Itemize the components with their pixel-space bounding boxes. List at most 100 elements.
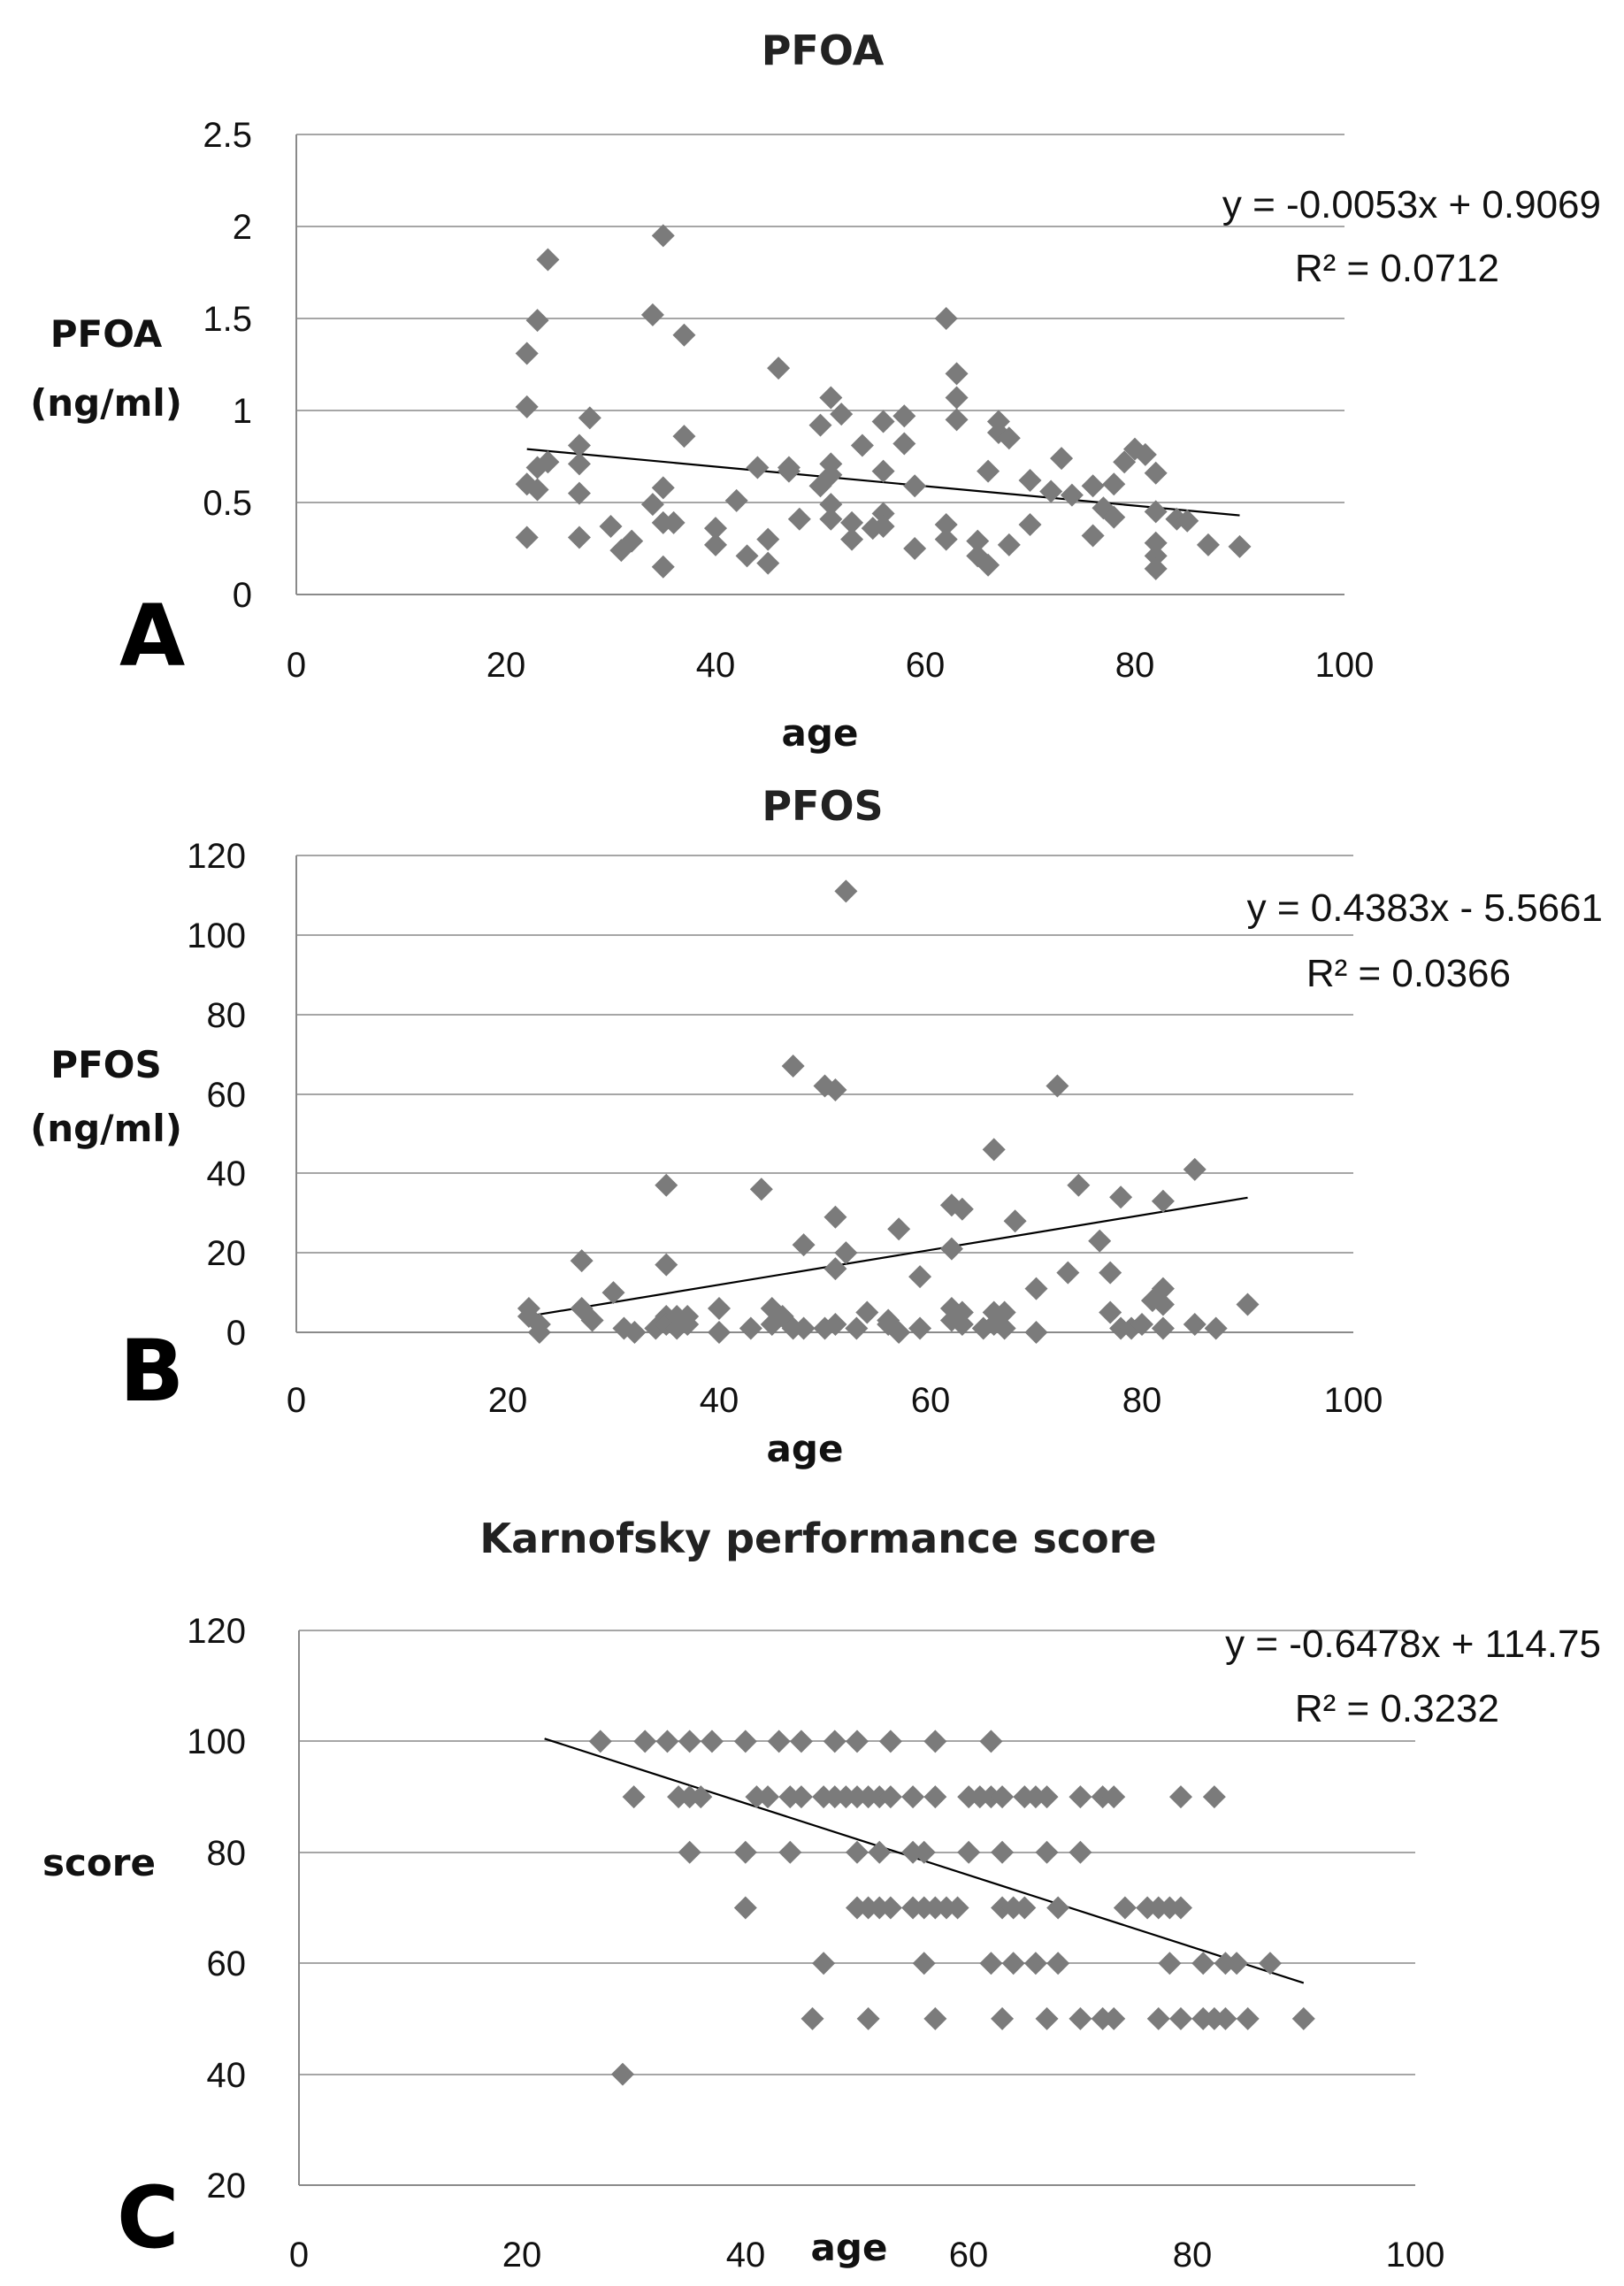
data-point <box>777 459 801 483</box>
data-point <box>525 478 549 502</box>
x-tick-label: 80 <box>1122 1381 1162 1420</box>
y-tick-label: 100 <box>187 917 246 955</box>
data-point <box>1176 509 1199 533</box>
data-point <box>678 1730 701 1753</box>
gridlines <box>296 134 1344 503</box>
r-squared-label: R² = 0.0366 <box>1306 952 1511 995</box>
data-point <box>923 1785 947 1809</box>
data-point <box>735 544 759 568</box>
data-point <box>991 1785 1015 1809</box>
chart-panel-b: PFOS 0 20 40 60 80 100 120 0 20 40 60 80… <box>30 782 1603 1470</box>
data-points <box>515 224 1252 580</box>
x-tick-label: 20 <box>502 2236 542 2274</box>
data-point <box>945 408 969 432</box>
data-point <box>1236 1293 1260 1316</box>
data-point <box>912 1952 936 1975</box>
data-point <box>704 533 727 556</box>
data-point <box>1035 1785 1059 1809</box>
data-point <box>1151 1316 1175 1340</box>
data-point <box>678 1840 701 1864</box>
data-point <box>903 474 927 498</box>
data-point <box>672 425 696 449</box>
data-point <box>1144 531 1168 555</box>
data-point <box>823 1313 847 1337</box>
y-tick-label: 2 <box>233 208 252 247</box>
data-point <box>901 1785 925 1809</box>
data-point <box>1258 1952 1282 1975</box>
data-point <box>934 512 958 536</box>
y-tick-label: 60 <box>207 1076 247 1115</box>
data-point <box>672 323 696 347</box>
data-point <box>808 413 832 437</box>
data-point <box>1191 1952 1215 1975</box>
data-point <box>1024 1321 1048 1344</box>
data-point <box>992 1316 1016 1340</box>
data-point <box>1228 534 1252 558</box>
data-point <box>977 459 1000 483</box>
x-tick-label: 100 <box>1324 1381 1383 1420</box>
data-point <box>950 1313 974 1337</box>
data-point <box>871 410 895 433</box>
data-point <box>640 493 664 517</box>
y-tick-label: 120 <box>187 837 246 876</box>
data-point <box>1099 1300 1122 1324</box>
data-point <box>1099 1261 1122 1285</box>
data-point <box>892 404 916 428</box>
trendline-equation: y = -0.0053x + 0.9069 <box>1222 183 1601 226</box>
chart-panel-a: PFOA 0 0.5 1 1.5 2 2.5 0 20 40 60 80 100… <box>30 27 1601 755</box>
data-point <box>1046 1952 1070 1975</box>
data-point <box>1035 1840 1059 1864</box>
data-point <box>934 307 958 330</box>
data-point <box>622 1785 646 1809</box>
data-point <box>708 1297 731 1321</box>
data-point <box>979 1730 1003 1753</box>
data-point <box>991 2006 1015 2030</box>
data-point <box>1023 1952 1047 1975</box>
data-point <box>778 1840 802 1864</box>
data-point <box>1060 483 1084 507</box>
data-point <box>633 1730 657 1753</box>
data-point <box>1113 450 1137 474</box>
data-point <box>878 1785 902 1809</box>
data-point <box>923 2006 947 2030</box>
data-point <box>1069 2006 1092 2030</box>
data-point <box>1088 1229 1112 1253</box>
data-point <box>871 515 895 539</box>
data-point <box>1168 2006 1192 2030</box>
data-points <box>588 1730 1315 2086</box>
data-point <box>536 248 560 272</box>
data-point <box>823 1205 847 1229</box>
data-point <box>1109 1185 1133 1209</box>
data-point <box>892 432 916 456</box>
data-point <box>823 1730 846 1753</box>
y-tick-label: 80 <box>207 996 247 1035</box>
data-point <box>580 1308 604 1332</box>
data-point <box>997 533 1021 556</box>
y-tick-labels: 0 0.5 1 1.5 2 2.5 <box>203 116 252 615</box>
y-tick-label: 2.5 <box>203 116 252 155</box>
y-axis-label: PFOA <box>50 312 163 356</box>
y-tick-label: 100 <box>187 1722 246 1761</box>
x-tick-labels: 0 20 40 60 80 100 <box>289 2236 1445 2274</box>
data-point <box>923 1730 947 1753</box>
data-point <box>767 357 791 380</box>
data-point <box>1202 1785 1226 1809</box>
x-tick-label: 0 <box>287 646 306 685</box>
data-point <box>1113 1896 1137 1920</box>
data-point <box>950 1300 974 1324</box>
y-tick-labels: 20 40 60 80 100 120 <box>187 1612 246 2205</box>
data-point <box>819 493 843 517</box>
data-point <box>957 1840 981 1864</box>
data-point <box>979 1952 1003 1975</box>
x-tick-label: 100 <box>1386 2236 1445 2274</box>
data-point <box>1291 2006 1315 2030</box>
data-point <box>733 1840 757 1864</box>
data-point <box>1183 1313 1207 1337</box>
x-tick-labels: 0 20 40 60 80 100 <box>287 1381 1383 1420</box>
data-point <box>912 1840 936 1864</box>
y-tick-label: 60 <box>207 1945 247 1983</box>
data-point <box>700 1730 724 1753</box>
data-point <box>1018 469 1042 493</box>
data-point <box>1069 1785 1092 1809</box>
x-tick-label: 40 <box>696 646 736 685</box>
